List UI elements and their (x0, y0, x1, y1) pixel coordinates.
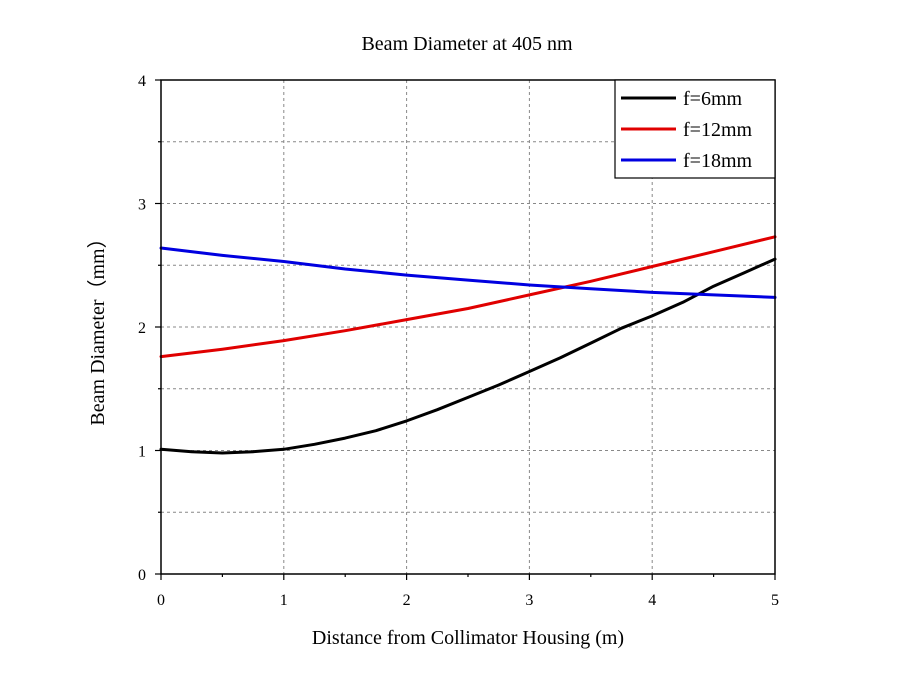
series-lines (159, 235, 777, 455)
grid (161, 80, 775, 574)
chart-title: Beam Diameter at 405 nm (361, 33, 572, 55)
series-line-f-6mm (159, 257, 777, 455)
legend-label-f18: f=18mm (683, 150, 752, 172)
legend: f=6mm f=12mm f=18mm (614, 79, 776, 179)
x-tick-label: 1 (280, 592, 288, 609)
y-tick-label: 1 (138, 444, 146, 461)
y-tick-label: 2 (138, 320, 146, 337)
legend-label-f12: f=12mm (683, 119, 752, 141)
x-tick-label: 0 (157, 592, 165, 609)
y-axis-label: Beam Diameter（mm） (86, 228, 109, 425)
series-line-f-18mm (159, 246, 777, 299)
axis-ticks: 0 1 2 3 4 5 0 1 2 3 4 (138, 73, 779, 609)
y-tick-label: 3 (138, 197, 146, 214)
y-tick-label: 0 (138, 567, 146, 584)
x-axis-label: Distance from Collimator Housing (m) (312, 627, 624, 649)
x-tick-label: 4 (648, 592, 656, 609)
x-tick-label: 5 (771, 592, 779, 609)
y-tick-label: 4 (138, 73, 146, 90)
legend-label-f6: f=6mm (683, 88, 742, 110)
series-line-f-12mm (159, 235, 777, 359)
x-tick-label: 3 (525, 592, 533, 609)
x-tick-label: 2 (403, 592, 411, 609)
